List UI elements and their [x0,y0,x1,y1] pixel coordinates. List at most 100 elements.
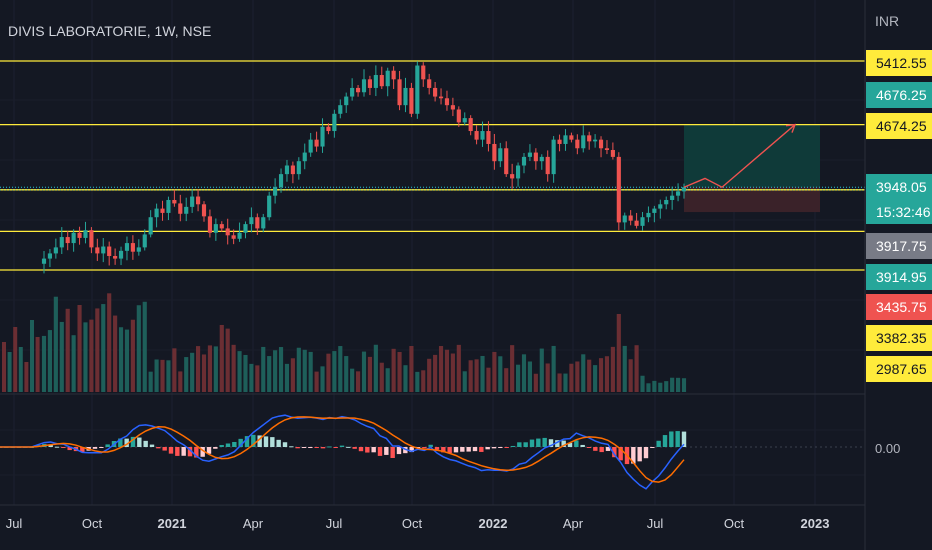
candle-body-28 [207,216,212,233]
volume-bar-77 [498,356,503,392]
candle-body-47 [320,126,325,147]
candle-body-80 [516,165,521,179]
candle-body-9 [95,247,100,254]
candle-body-108 [681,187,687,192]
histogram-bar-11 [67,447,72,451]
candle-body-98 [622,215,627,223]
histogram-bar-20 [124,438,129,447]
volume-bar-97 [616,314,621,392]
histogram-bar-26 [162,447,167,451]
volume-bar-43 [296,347,301,392]
candle-body-52 [350,87,355,97]
candle-body-66 [433,87,438,97]
histogram-bar-70 [441,447,446,453]
volume-bar-90 [575,361,580,392]
volume-bar-102 [646,383,651,392]
candle-body-0 [41,258,47,264]
candle-body-79 [510,174,515,179]
volume-bar-95 [604,356,610,392]
volume-bar-91 [581,354,586,392]
histogram-bar-82 [517,442,522,447]
histogram-bar-83 [523,442,528,447]
price-label-box-0 [866,50,932,76]
candle-body-77 [498,148,503,162]
candle-body-44 [302,152,307,162]
price-label-9: 2987.65 [876,361,927,377]
price-label-box-9 [866,356,932,382]
volume-bar-74 [480,355,485,392]
volume-bar-31 [225,328,230,392]
candle-body-76 [492,143,497,162]
volume-bar-72 [468,360,473,392]
histogram-bar-95 [599,447,604,453]
histogram-bar-62 [390,447,395,459]
price-label-box-2 [866,113,932,139]
x-tick-label-10: 2023 [801,516,830,531]
histogram-bar-35 [219,445,224,447]
candle-body-15 [130,243,135,252]
candle-body-65 [427,79,432,88]
volume-bar-early-1 [7,352,12,392]
candle-body-29 [213,224,218,233]
histogram-bar-108 [681,431,687,447]
candle-body-88 [563,135,568,144]
volume-bar-88 [563,373,568,392]
histogram-bar-100 [631,447,636,464]
volume-bar-93 [593,365,598,392]
volume-bar-75 [486,367,491,392]
candle-body-27 [201,204,207,217]
volume-bar-41 [284,363,290,392]
price-label-box-8 [866,325,932,351]
histogram-bar-97 [612,447,617,458]
candle-body-20 [160,208,165,213]
volume-bar-71 [462,371,467,392]
price-label-box-7 [866,294,932,320]
histogram-bar-10 [61,447,66,448]
candle-body-41 [284,165,290,175]
volume-bar-70 [456,344,461,392]
candle-body-96 [610,149,615,157]
x-tick-label-1: Oct [82,516,103,531]
x-tick-label-7: Apr [563,516,584,531]
volume-bar-24 [184,357,189,392]
candle-body-53 [356,87,361,93]
histogram-bar-17 [105,444,110,447]
volume-bar-early-6 [35,337,40,392]
volume-bar-100 [634,345,639,392]
volume-bar-27 [201,354,207,392]
volume-bar-22 [172,348,177,392]
volume-bar-0 [41,335,47,392]
volume-bar-1 [47,330,52,392]
candle-body-62 [409,87,414,114]
volume-bar-early-3 [18,347,23,392]
projection-path [683,123,797,189]
histogram-bar-36 [225,443,231,447]
candle-body-106 [670,195,675,200]
candle-body-26 [196,196,201,205]
histogram-bar-84 [529,439,535,447]
candle-body-38 [267,195,272,218]
candle-body-24 [184,206,189,214]
histogram-bar-44 [276,439,281,447]
candle-body-36 [255,217,260,229]
histogram-bar-105 [662,435,668,447]
histogram-bar-87 [548,439,554,447]
candle-body-1 [47,253,52,259]
candle-body-7 [83,230,88,238]
volume-bar-59 [391,348,396,392]
volume-bar-32 [231,344,236,392]
histogram-bar-56 [352,447,357,449]
histogram-bar-88 [555,440,560,447]
candle-body-30 [219,224,224,229]
histogram-bar-96 [605,447,611,451]
histogram-bar-39 [244,436,250,447]
volume-bar-57 [379,362,384,392]
candle-body-78 [504,148,509,175]
volume-bar-23 [178,371,183,392]
histogram-bar-90 [567,442,573,447]
histogram-bar-106 [669,431,674,447]
volume-bar-early-5 [30,320,34,392]
histogram-bar-89 [561,440,566,447]
candle-body-73 [474,131,479,140]
